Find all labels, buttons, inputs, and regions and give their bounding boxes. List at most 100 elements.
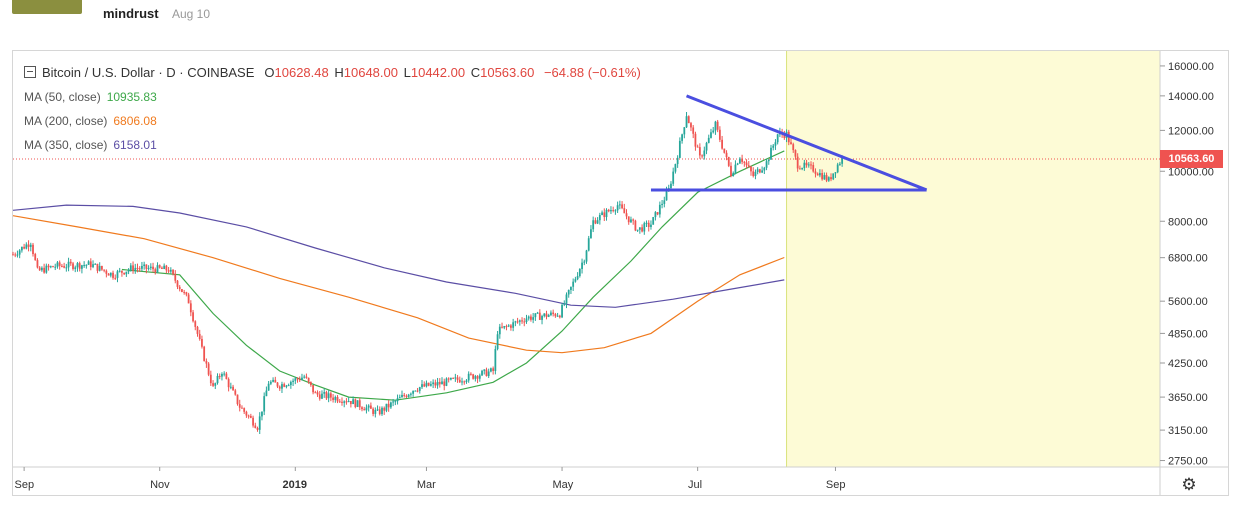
candle-body — [272, 379, 274, 382]
candle-body — [756, 169, 759, 172]
candle-body — [521, 320, 523, 322]
candle-body — [312, 385, 314, 393]
candle-body — [594, 220, 597, 224]
candle-body — [494, 349, 497, 371]
candle-body — [503, 326, 506, 328]
candle-body — [725, 152, 728, 158]
y-tick-label: 2750.00 — [1168, 456, 1208, 468]
candle-body — [269, 381, 272, 384]
candle-body — [121, 270, 123, 273]
candle-body — [154, 269, 157, 273]
candle-body — [258, 416, 261, 430]
candle-body — [523, 321, 526, 323]
author-name[interactable]: mindrust — [103, 6, 159, 21]
candle-body — [741, 158, 744, 162]
candle-body — [556, 315, 559, 317]
candle-body — [541, 316, 543, 320]
ma-350-value: 6158.01 — [113, 138, 157, 152]
candle-body — [169, 269, 172, 272]
candle-body — [94, 263, 97, 265]
candle-body — [178, 286, 181, 290]
x-tick-label: Nov — [150, 479, 170, 491]
candle-body — [207, 363, 210, 375]
gear-icon[interactable]: ⚙ — [1181, 475, 1197, 494]
candle-body — [65, 267, 68, 269]
candle-body — [345, 401, 348, 403]
candle-body — [567, 289, 570, 295]
candle-body — [396, 398, 399, 402]
candle-body — [107, 273, 110, 276]
candle-body — [392, 401, 395, 403]
candle-body — [201, 339, 203, 347]
candle-body — [658, 204, 661, 215]
candle-body — [839, 163, 841, 165]
candle-body — [265, 390, 268, 397]
candle-body — [381, 407, 383, 415]
candle-body — [454, 377, 457, 379]
candle-body — [334, 397, 337, 400]
candle-body — [149, 266, 152, 269]
candle-body — [547, 315, 550, 317]
candle-body — [772, 145, 775, 148]
candle-body — [109, 272, 112, 276]
candle-body — [267, 383, 270, 391]
candle-body — [45, 265, 48, 273]
candle-body — [516, 321, 519, 323]
candle-body — [807, 164, 810, 166]
candle-body — [81, 265, 83, 269]
ma-50-label: MA (50, close) — [24, 90, 101, 104]
candle-body — [585, 250, 588, 262]
candle-body — [698, 147, 701, 156]
candle-body — [372, 408, 375, 414]
candle-body — [432, 382, 435, 385]
candle-body — [485, 369, 488, 377]
candle-body — [576, 276, 579, 280]
candle-body — [407, 394, 410, 397]
candle-body — [309, 381, 312, 386]
candle-body — [74, 267, 77, 269]
candle-body — [383, 407, 386, 411]
candle-body — [670, 183, 672, 189]
candle-body — [532, 317, 535, 320]
candle-body — [369, 405, 372, 409]
candle-body — [630, 219, 632, 223]
candle-body — [69, 261, 72, 264]
candle-body — [12, 254, 14, 256]
candle-body — [341, 401, 343, 403]
candle-body — [558, 315, 561, 318]
candle-body — [38, 267, 41, 271]
candle-body — [156, 265, 159, 273]
candle-body — [836, 164, 839, 173]
candle-body — [607, 209, 610, 212]
candle-body — [583, 261, 586, 263]
close-label: C — [470, 65, 481, 80]
candle-body — [365, 407, 368, 411]
candle-body — [696, 146, 699, 148]
candle-body — [301, 377, 303, 381]
candle-body — [425, 382, 428, 387]
candle-body — [405, 395, 408, 397]
candle-body — [54, 266, 57, 268]
candle-body — [298, 379, 301, 381]
author-avatar[interactable] — [12, 0, 82, 14]
candle-body — [634, 220, 637, 231]
candle-body — [643, 223, 646, 232]
candle-body — [427, 382, 430, 386]
candle-body — [683, 127, 686, 135]
candle-body — [587, 238, 590, 251]
candle-body — [678, 140, 681, 158]
candle-body — [285, 385, 288, 387]
candle-body — [687, 116, 690, 124]
candle-body — [543, 313, 546, 317]
candle-body — [467, 373, 470, 381]
candle-body — [276, 382, 279, 387]
candle-body — [612, 210, 615, 212]
candle-body — [690, 123, 692, 128]
candle-body — [603, 212, 606, 218]
collapse-icon[interactable] — [24, 66, 36, 78]
candle-body — [827, 177, 830, 181]
candle-body — [481, 370, 483, 376]
candle-body — [92, 264, 94, 268]
candle-body — [423, 384, 426, 387]
